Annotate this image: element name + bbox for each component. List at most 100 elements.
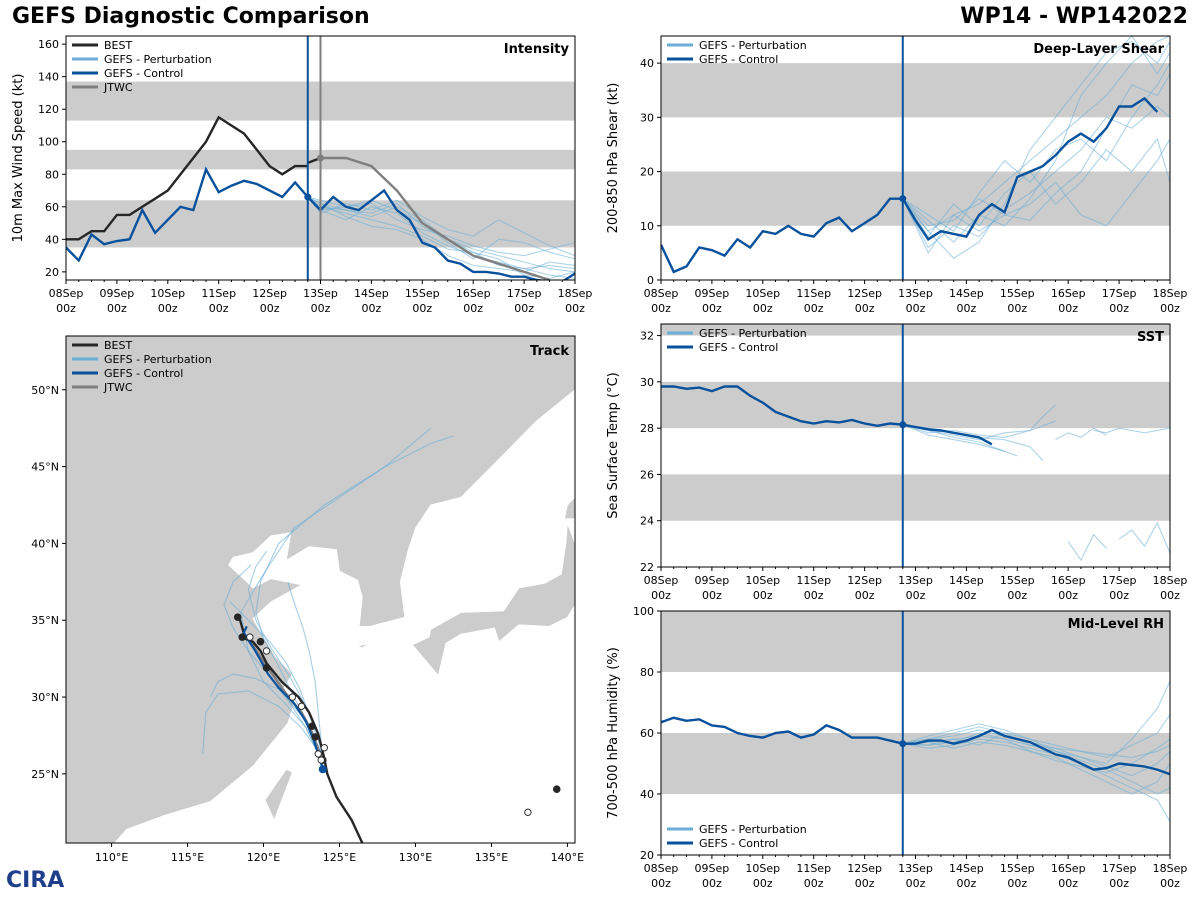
legend-label: GEFS - Control bbox=[104, 67, 183, 80]
legend-label: GEFS - Perturbation bbox=[104, 353, 212, 366]
x-tick-sublabel: 00z bbox=[855, 589, 875, 602]
x-tick-sublabel: 00z bbox=[1058, 877, 1078, 890]
best-point bbox=[233, 613, 242, 621]
x-tick-label: 115°E bbox=[171, 851, 204, 864]
control-line bbox=[661, 716, 1170, 776]
x-tick-sublabel: 00z bbox=[1007, 877, 1027, 890]
x-tick-sublabel: 00z bbox=[753, 877, 773, 890]
control-init-point bbox=[899, 421, 907, 429]
x-tick-sublabel: 00z bbox=[514, 302, 534, 315]
x-tick-label: 11Sep bbox=[796, 574, 831, 587]
axes-frame bbox=[65, 335, 576, 844]
legend-label: BEST bbox=[104, 39, 132, 52]
y-tick-label: 100 bbox=[633, 605, 654, 618]
map-area bbox=[66, 336, 575, 843]
perturbation-line bbox=[307, 196, 575, 279]
legend-label: GEFS - Control bbox=[699, 837, 778, 850]
perturbation-track bbox=[223, 564, 324, 770]
x-tick-label: 08Sep bbox=[644, 287, 679, 300]
x-tick-sublabel: 00z bbox=[1109, 877, 1129, 890]
legend-label: GEFS - Control bbox=[699, 341, 778, 354]
x-tick-label: 14Sep bbox=[354, 287, 389, 300]
x-tick-label: 12Sep bbox=[252, 287, 287, 300]
perturbation-line bbox=[902, 735, 1170, 758]
y-tick-label: 22 bbox=[640, 561, 654, 574]
legend-label: JTWC bbox=[103, 381, 133, 394]
x-tick-label: 18Sep bbox=[1153, 862, 1188, 875]
perturbation-line bbox=[902, 40, 1170, 260]
y-tick-label: 28 bbox=[640, 422, 654, 435]
x-tick-label: 11Sep bbox=[201, 287, 236, 300]
jtwc-point bbox=[524, 808, 532, 816]
x-tick-sublabel: 00z bbox=[906, 589, 926, 602]
x-tick-label: 130°E bbox=[399, 851, 432, 864]
x-tick-label: 12Sep bbox=[847, 574, 882, 587]
x-tick-label: 11Sep bbox=[796, 862, 831, 875]
hokkaido bbox=[563, 496, 575, 520]
perturbation-line bbox=[1118, 521, 1170, 554]
legend-label: GEFS - Perturbation bbox=[699, 39, 807, 52]
y-tick-label: 20 bbox=[640, 849, 654, 862]
mainland bbox=[66, 336, 575, 843]
x-tick-sublabel: 00z bbox=[855, 302, 875, 315]
x-tick-label: 17Sep bbox=[507, 287, 542, 300]
jtwc-point bbox=[288, 693, 297, 701]
rh-panel: 20 40 60 80 100 700-500 hPa Humidity (%) 08Sep… bbox=[606, 605, 1187, 890]
x-tick-sublabel: 00z bbox=[753, 589, 773, 602]
x-tick-sublabel: 00z bbox=[906, 302, 926, 315]
y-tick-label: 35°N bbox=[31, 614, 59, 627]
perturbation-line bbox=[902, 738, 1170, 822]
perturbation-line bbox=[1055, 427, 1107, 441]
x-tick-label: 15Sep bbox=[1000, 574, 1035, 587]
x-tick-label: 10Sep bbox=[745, 862, 780, 875]
legend-label: BEST bbox=[104, 339, 132, 352]
perturbation-line bbox=[307, 196, 575, 257]
x-tick-sublabel: 00z bbox=[412, 302, 432, 315]
cira-logo: CIRA bbox=[6, 868, 64, 893]
perturbation-line bbox=[902, 424, 1044, 461]
x-tick-label: 13Sep bbox=[898, 574, 933, 587]
shaded-band bbox=[661, 63, 1170, 118]
perturbation-line bbox=[1067, 533, 1107, 562]
control-init-point bbox=[304, 193, 312, 201]
best-point bbox=[308, 722, 316, 731]
y-tick-label: 26 bbox=[640, 468, 654, 481]
x-tick-label: 16Sep bbox=[1051, 574, 1086, 587]
x-tick-label: 08Sep bbox=[644, 862, 679, 875]
jtwc-point bbox=[297, 702, 306, 710]
panel-title: Intensity bbox=[504, 42, 570, 57]
x-tick-label: 08Sep bbox=[644, 574, 679, 587]
y-tick-label: 20 bbox=[640, 166, 654, 179]
x-tick-label: 135°E bbox=[475, 851, 508, 864]
perturbation-track bbox=[287, 581, 324, 770]
y-tick-label: 25°N bbox=[31, 768, 59, 781]
best-line bbox=[66, 115, 308, 241]
x-tick-sublabel: 00z bbox=[906, 877, 926, 890]
jtwc-point bbox=[314, 750, 322, 758]
x-tick-sublabel: 00z bbox=[855, 877, 875, 890]
plot-area bbox=[661, 36, 1170, 280]
x-tick-sublabel: 00z bbox=[957, 302, 977, 315]
x-tick-label: 15Sep bbox=[1000, 862, 1035, 875]
cira-logo-text: CIRA bbox=[6, 868, 65, 893]
legend-label: GEFS - Control bbox=[104, 367, 183, 380]
x-tick-label: 120°E bbox=[247, 851, 280, 864]
intensity-panel: 20 40 60 80 100 120 140 160 10m Max Wind Speed (… bbox=[11, 35, 592, 315]
x-tick-label: 14Sep bbox=[949, 287, 984, 300]
best-point bbox=[256, 637, 265, 646]
storm-id: WP14 - WP142022 bbox=[960, 4, 1188, 29]
x-tick-label: 18Sep bbox=[1153, 287, 1188, 300]
x-tick-label: 16Sep bbox=[456, 287, 491, 300]
x-tick-sublabel: 00z bbox=[957, 589, 977, 602]
x-tick-sublabel: 00z bbox=[209, 302, 229, 315]
y-tick-label: 45°N bbox=[31, 461, 59, 474]
x-tick-sublabel: 00z bbox=[651, 877, 671, 890]
y-tick-label: 30°N bbox=[31, 691, 59, 704]
y-axis-label: 700-500 hPa Humidity (%) bbox=[606, 647, 621, 819]
x-tick-label: 15Sep bbox=[1000, 287, 1035, 300]
x-tick-sublabel: 00z bbox=[311, 302, 331, 315]
shaded-band bbox=[661, 474, 1170, 521]
x-tick-label: 13Sep bbox=[898, 287, 933, 300]
y-tick-label: 60 bbox=[45, 201, 59, 214]
